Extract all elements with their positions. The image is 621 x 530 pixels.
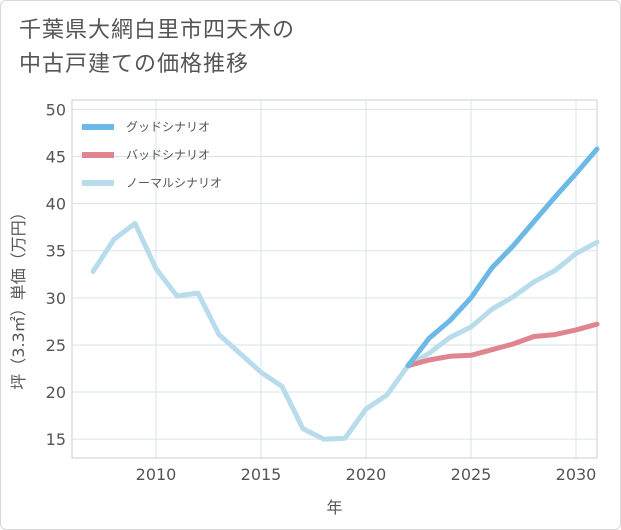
series-line-2 <box>90 220 600 442</box>
title-line-1: 千葉県大網白里市四天木の <box>19 18 296 43</box>
title-line-2: 中古戸建ての価格推移 <box>19 52 250 77</box>
y-tick-label: 40 <box>46 195 66 214</box>
y-tick-label: 15 <box>46 430 66 449</box>
series-line-1 <box>405 321 600 369</box>
legend-label-0: グッドシナリオ <box>126 120 210 134</box>
chart-title: 千葉県大網白里市四天木の 中古戸建ての価格推移 <box>19 14 439 82</box>
x-tick-label: 2015 <box>241 465 282 484</box>
legend-label-1: バッドシナリオ <box>126 148 210 162</box>
y-tick-label: 45 <box>46 148 66 167</box>
x-tick-label: 2025 <box>451 465 492 484</box>
x-tick-label: 2010 <box>136 465 177 484</box>
y-tick-label: 50 <box>46 100 66 119</box>
y-tick-label: 35 <box>46 242 66 261</box>
y-tick-label: 20 <box>46 383 66 402</box>
x-tick-label: 2020 <box>346 465 387 484</box>
x-tick-label: 2030 <box>556 465 597 484</box>
y-tick-label: 30 <box>46 289 66 308</box>
y-tick-label: 25 <box>46 336 66 355</box>
legend-label-2: ノーマルシナリオ <box>126 176 222 190</box>
y-axis-label: 坪（3.3㎡）単価（万円） <box>9 204 28 389</box>
plot-area <box>71 99 598 459</box>
series-line-0 <box>405 146 600 369</box>
x-axis-label: 年 <box>326 498 342 517</box>
